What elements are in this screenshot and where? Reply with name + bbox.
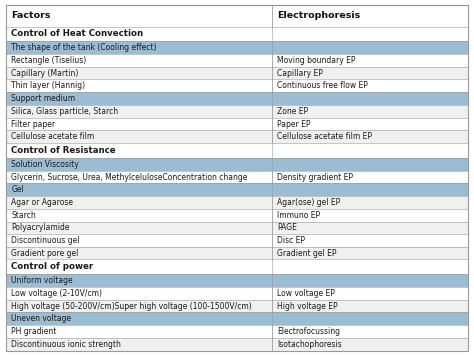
Text: Support medium: Support medium — [11, 94, 75, 103]
Text: Glycerin, Sucrose, Urea, MethylceluloseConcentration change: Glycerin, Sucrose, Urea, MethylceluloseC… — [11, 173, 248, 181]
Text: Filter paper: Filter paper — [11, 120, 55, 129]
Text: Control of Heat Convection: Control of Heat Convection — [11, 29, 144, 38]
Text: Factors: Factors — [11, 11, 51, 21]
Bar — [6, 80, 468, 92]
Bar — [6, 274, 468, 287]
Text: Isotachophoresis: Isotachophoresis — [277, 340, 342, 349]
Bar — [6, 247, 468, 260]
Bar — [6, 300, 468, 312]
Text: Control of power: Control of power — [11, 262, 94, 271]
Bar — [6, 143, 468, 158]
Text: Agar(ose) gel EP: Agar(ose) gel EP — [277, 198, 341, 207]
Text: Density gradient EP: Density gradient EP — [277, 173, 354, 181]
Text: High voltage EP: High voltage EP — [277, 302, 338, 311]
Text: Thin layer (Hannig): Thin layer (Hannig) — [11, 81, 85, 90]
Text: The shape of the tank (Cooling effect): The shape of the tank (Cooling effect) — [11, 43, 157, 52]
Text: Low voltage (2-10V/cm): Low voltage (2-10V/cm) — [11, 289, 102, 298]
Text: Silica, Glass particle, Starch: Silica, Glass particle, Starch — [11, 107, 119, 116]
Bar — [6, 287, 468, 300]
Bar — [6, 67, 468, 80]
Text: Moving boundary EP: Moving boundary EP — [277, 56, 356, 65]
Text: High voltage (50-200V/cm)Super high voltage (100-1500V/cm): High voltage (50-200V/cm)Super high volt… — [11, 302, 252, 311]
Bar — [6, 105, 468, 118]
Bar — [6, 338, 468, 351]
Text: Gradient gel EP: Gradient gel EP — [277, 249, 337, 258]
Text: Uneven voltage: Uneven voltage — [11, 315, 72, 323]
Text: PH gradient: PH gradient — [11, 327, 57, 336]
Text: Solution Viscosity: Solution Viscosity — [11, 160, 79, 169]
Text: Control of Resistance: Control of Resistance — [11, 146, 116, 155]
Text: Electrophoresis: Electrophoresis — [277, 11, 361, 21]
Bar — [6, 41, 468, 54]
Text: Cellulose acetate film EP: Cellulose acetate film EP — [277, 132, 373, 141]
Bar — [6, 92, 468, 105]
Text: Agar or Agarose: Agar or Agarose — [11, 198, 73, 207]
Text: Uniform voltage: Uniform voltage — [11, 276, 73, 285]
Bar — [6, 209, 468, 222]
Text: Continuous free flow EP: Continuous free flow EP — [277, 81, 368, 90]
Bar — [6, 234, 468, 247]
Text: Starch: Starch — [11, 211, 36, 220]
Bar — [6, 5, 468, 27]
Text: Electrofocussing: Electrofocussing — [277, 327, 340, 336]
Text: Gradient pore gel: Gradient pore gel — [11, 249, 79, 258]
Text: Gel: Gel — [11, 185, 24, 194]
Bar — [6, 171, 468, 183]
Bar — [6, 222, 468, 234]
Text: Immuno EP: Immuno EP — [277, 211, 320, 220]
Text: Zone EP: Zone EP — [277, 107, 309, 116]
Bar — [6, 260, 468, 274]
Bar — [6, 130, 468, 143]
Text: Rectangle (Tiselius): Rectangle (Tiselius) — [11, 56, 87, 65]
Text: Capillary EP: Capillary EP — [277, 69, 323, 78]
Text: Polyacrylamide: Polyacrylamide — [11, 223, 70, 233]
Bar — [6, 326, 468, 338]
Bar — [6, 183, 468, 196]
Text: Capillary (Martin): Capillary (Martin) — [11, 69, 79, 78]
Text: Discontinuous gel: Discontinuous gel — [11, 236, 80, 245]
Bar — [6, 196, 468, 209]
Text: PAGE: PAGE — [277, 223, 297, 233]
Bar — [6, 54, 468, 67]
Bar — [6, 312, 468, 326]
Text: Disc EP: Disc EP — [277, 236, 305, 245]
Bar — [6, 158, 468, 171]
Text: Low voltage EP: Low voltage EP — [277, 289, 335, 298]
Text: Discontinuous ionic strength: Discontinuous ionic strength — [11, 340, 121, 349]
Text: Paper EP: Paper EP — [277, 120, 311, 129]
Text: Cellulose acetate film: Cellulose acetate film — [11, 132, 95, 141]
Bar — [6, 118, 468, 130]
Bar — [6, 27, 468, 41]
